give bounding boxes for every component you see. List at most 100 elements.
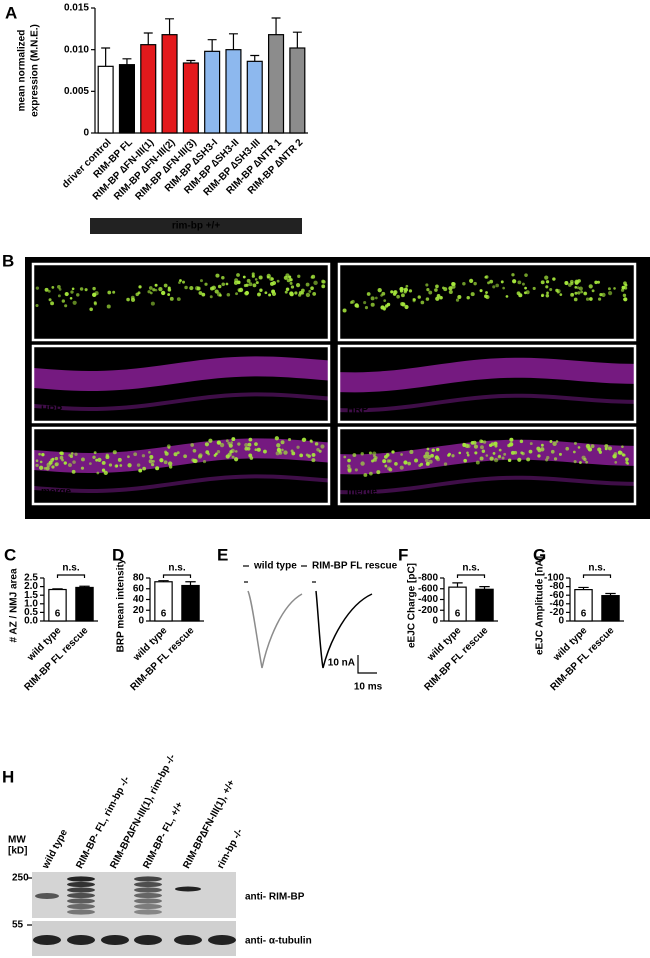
brp-puncta [148, 286, 153, 290]
brp-puncta [489, 456, 494, 461]
brp-puncta [152, 460, 155, 463]
tubulin-band [208, 935, 236, 945]
bar [154, 581, 173, 622]
brp-puncta [190, 443, 194, 447]
y-tick-label: -20 [550, 607, 565, 618]
brp-puncta [194, 285, 200, 291]
hrp-membrane [32, 392, 330, 411]
brp-puncta [448, 286, 453, 291]
brp-puncta [308, 289, 312, 293]
lane-label: rim-bp -/- [215, 827, 245, 870]
brp-puncta [571, 293, 574, 296]
brp-puncta [400, 302, 405, 306]
brp-puncta [585, 297, 590, 301]
brp-puncta [550, 449, 555, 454]
image-frame [31, 262, 331, 342]
rimbp-band [134, 876, 162, 882]
brp-puncta [64, 292, 69, 297]
brp-puncta [472, 440, 477, 445]
brp-puncta [485, 294, 490, 300]
brp-puncta [51, 465, 55, 469]
brp-puncta [155, 466, 160, 471]
brp-puncta [204, 442, 210, 447]
brp-puncta [47, 289, 51, 293]
brp-puncta [161, 290, 166, 296]
brp-puncta [248, 437, 253, 442]
sample-size: 6 [581, 609, 587, 620]
brp-puncta [321, 284, 326, 289]
brp-puncta [613, 287, 616, 290]
brp-puncta [607, 287, 611, 291]
brp-puncta [498, 448, 502, 452]
brp-puncta [347, 467, 352, 472]
brp-puncta [283, 275, 288, 280]
panel-label: C [4, 545, 16, 564]
brp-puncta [407, 461, 411, 466]
brp-puncta [283, 450, 288, 455]
error-bar [122, 58, 132, 65]
current-trace [315, 590, 373, 669]
brp-puncta [221, 282, 226, 287]
brp-puncta [360, 452, 364, 456]
brp-puncta [448, 289, 453, 294]
brp-puncta [167, 288, 172, 292]
brp-puncta [552, 441, 557, 447]
brp-puncta [574, 281, 579, 285]
brp-puncta [529, 442, 533, 446]
sample-size: 7 [608, 609, 614, 620]
brp-puncta [72, 460, 76, 464]
bar [181, 584, 200, 622]
scale-label: 10 ms [354, 682, 383, 693]
panel-label: E [217, 545, 228, 564]
brp-puncta [271, 289, 276, 294]
y-tick-label: -400 [418, 594, 438, 605]
brp-puncta [485, 454, 489, 457]
brp-puncta [381, 291, 386, 296]
brp-puncta [311, 452, 316, 457]
mw-label: MW [8, 835, 26, 846]
brp-puncta [105, 453, 109, 457]
channel-label: BRP [347, 323, 368, 334]
brp-puncta [588, 284, 593, 289]
brp-puncta [436, 294, 441, 298]
brp-puncta [417, 295, 421, 299]
brp-puncta [474, 451, 478, 455]
brp-puncta [347, 458, 351, 463]
brp-puncta [307, 454, 311, 458]
brp-puncta [376, 470, 381, 475]
brp-puncta [210, 286, 214, 291]
brp-puncta [462, 442, 466, 446]
brp-puncta [163, 283, 168, 288]
brp-puncta [625, 457, 629, 462]
rimbp-band [175, 886, 201, 892]
rimbp-band [134, 909, 162, 915]
panel-label: B [2, 251, 14, 270]
bar [601, 595, 620, 622]
brp-puncta [565, 446, 570, 451]
channel-label: BRP [41, 323, 62, 334]
brp-puncta [198, 291, 203, 295]
brp-puncta [167, 293, 171, 296]
brp-puncta [480, 439, 484, 443]
lane-label: wild type [40, 827, 70, 871]
brp-puncta [597, 297, 602, 301]
brp-puncta [268, 293, 272, 297]
brp-puncta [148, 459, 153, 464]
brp-puncta [158, 286, 163, 292]
brp-puncta [360, 461, 365, 466]
image-frame [337, 262, 637, 342]
brp-puncta [48, 298, 52, 302]
significance-label: n.s. [168, 563, 185, 574]
brp-puncta [259, 288, 263, 292]
y-axis-label: eEJC Charge [pC] [407, 563, 418, 648]
scale-bar-label: 5 µm [279, 314, 302, 325]
brp-puncta [583, 291, 588, 296]
brp-puncta [564, 281, 569, 286]
bar [574, 589, 593, 622]
brp-puncta [507, 458, 512, 463]
brp-puncta [492, 452, 496, 455]
brp-puncta [513, 450, 518, 455]
brp-puncta [287, 438, 292, 442]
brp-puncta [101, 460, 106, 465]
error-bar [250, 54, 260, 62]
